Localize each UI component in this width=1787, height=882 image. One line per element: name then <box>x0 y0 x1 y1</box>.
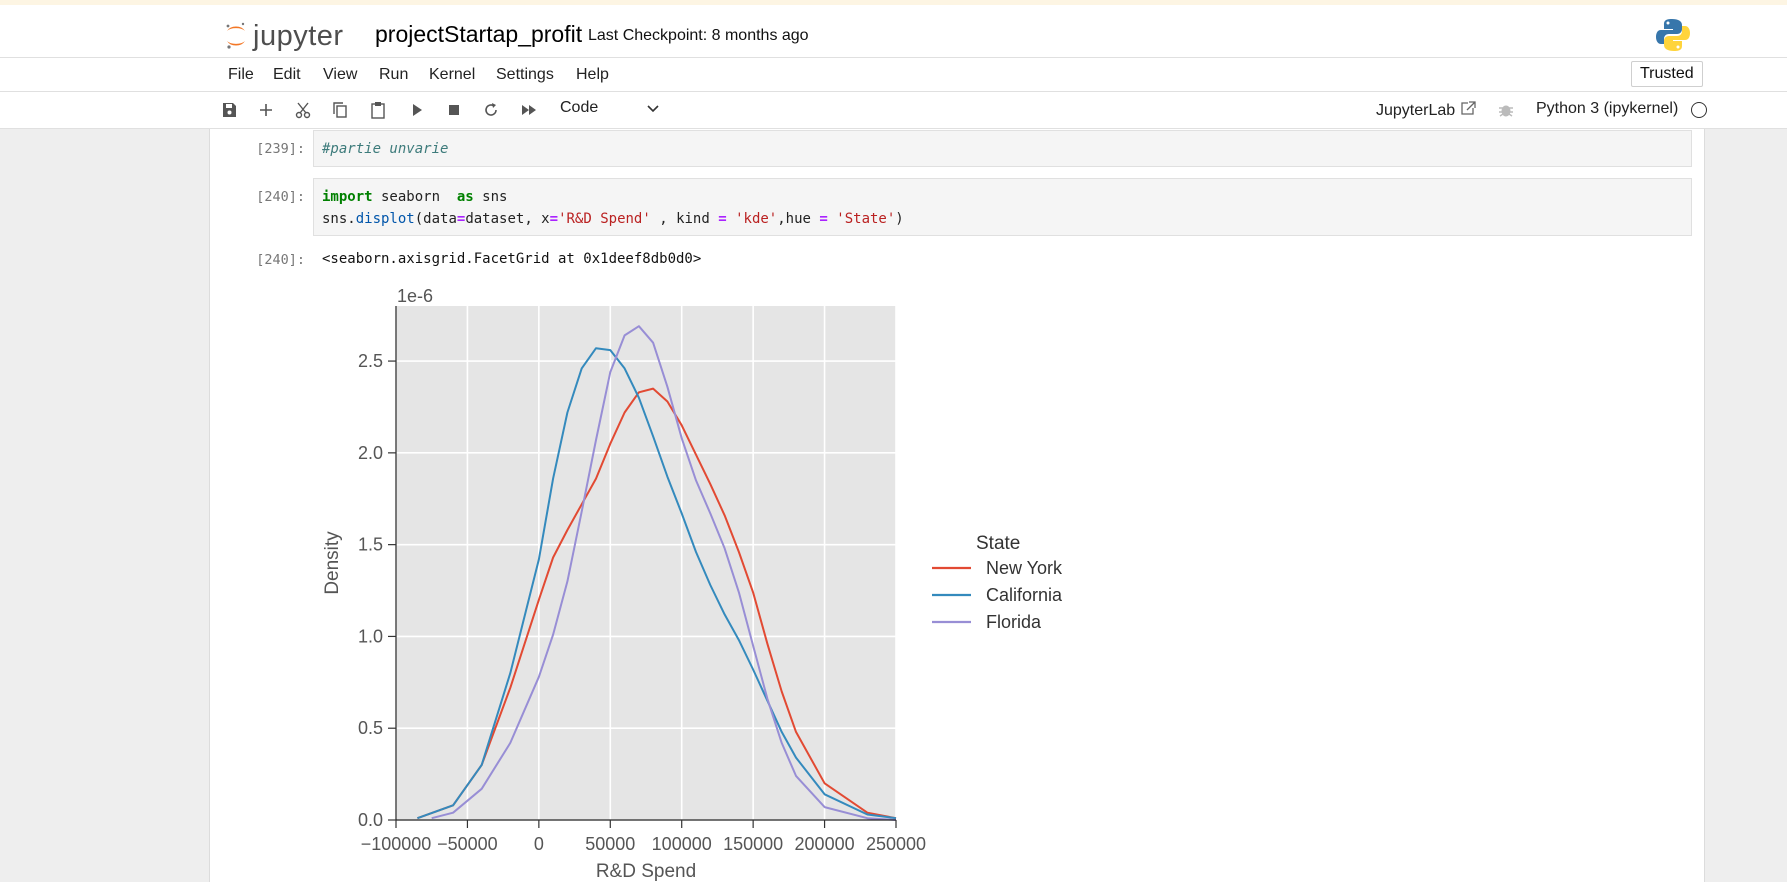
chevron-down-icon[interactable] <box>645 97 661 119</box>
kernel-status-icon <box>1691 102 1707 118</box>
x-tick-label: −100000 <box>361 834 432 854</box>
legend: State New York California Florida <box>932 533 1063 632</box>
save-icon[interactable] <box>218 99 240 121</box>
menu-edit[interactable]: Edit <box>273 66 301 83</box>
menu-help[interactable]: Help <box>576 66 609 83</box>
y-tick-label: 0.0 <box>358 810 383 830</box>
kde-plot: 0.0 0.5 1.0 1.5 2.0 2.5 −100000 −50000 0 50000 100… <box>322 286 1063 882</box>
cell-type-select[interactable]: Code <box>560 99 599 116</box>
logo-text: jupyter <box>253 19 344 52</box>
notebook-title[interactable]: projectStartap_profit <box>375 21 583 47</box>
run-all-icon[interactable] <box>518 99 540 121</box>
menu-kernel[interactable]: Kernel <box>429 66 476 83</box>
series-line-new-york <box>417 387 897 820</box>
jupyterlab-link[interactable]: JupyterLab <box>1376 100 1477 120</box>
debugger-bug-icon[interactable] <box>1497 101 1515 119</box>
plot-background <box>396 306 896 820</box>
jupyterlab-label: JupyterLab <box>1376 102 1456 119</box>
code-line: import seaborn as sns <box>322 189 508 205</box>
legend-entry: New York <box>986 558 1063 578</box>
x-tick-label: 100000 <box>652 834 712 854</box>
y-tick-label: 2.0 <box>358 443 383 463</box>
output-prompt: [240]: <box>256 252 305 268</box>
cell-prompt: [240]: <box>256 189 305 205</box>
y-tick-label: 1.5 <box>358 535 383 555</box>
code-line: sns.displot(data=dataset, x='R&D Spend' … <box>322 211 904 227</box>
python-logo-icon <box>1656 19 1690 51</box>
x-tick-label: 250000 <box>866 834 926 854</box>
x-tick-label: −50000 <box>437 834 498 854</box>
menu-bar: File Edit View Run Kernel Settings Help … <box>0 58 1787 92</box>
stop-icon[interactable] <box>443 99 465 121</box>
y-tick-label: 0.5 <box>358 718 383 738</box>
jupyter-logo[interactable]: jupyter <box>225 16 344 56</box>
x-tick-label: 0 <box>534 834 544 854</box>
add-icon[interactable] <box>255 99 277 121</box>
trusted-indicator[interactable]: Trusted <box>1631 61 1703 87</box>
legend-title: State <box>976 533 1020 554</box>
series-line-florida <box>431 325 897 821</box>
code-cell[interactable]: import seaborn as sns sns.displot(data=d… <box>313 178 1692 236</box>
checkpoint-status: Last Checkpoint: 8 months ago <box>588 27 809 44</box>
x-tick-label: 150000 <box>723 834 783 854</box>
menu-file[interactable]: File <box>228 66 254 83</box>
x-tick-label: 200000 <box>795 834 855 854</box>
external-link-icon <box>1461 101 1476 115</box>
restart-icon[interactable] <box>480 99 502 121</box>
jupyter-logo-icon <box>226 22 245 49</box>
y-axis-label: Density <box>322 531 343 595</box>
cell-prompt: [239]: <box>256 141 305 157</box>
series-line-california <box>417 347 897 820</box>
y-tick-label: 2.5 <box>358 351 383 371</box>
cut-icon[interactable] <box>292 99 314 121</box>
copy-icon[interactable] <box>329 99 351 121</box>
header: jupyter projectStartap_profit Last Check… <box>0 5 1787 58</box>
top-accent-line <box>0 0 1787 5</box>
code-comment: #partie unvarie <box>322 141 449 157</box>
menu-settings[interactable]: Settings <box>496 66 554 83</box>
legend-entry: Florida <box>986 612 1042 632</box>
y-tick-label: 1.0 <box>358 626 383 646</box>
x-axis-label: R&D Spend <box>596 861 696 882</box>
code-cell[interactable]: #partie unvarie <box>313 130 1692 167</box>
toolbar: Code JupyterLab Python 3 (ipykernel) <box>0 92 1787 129</box>
run-icon[interactable] <box>406 99 428 121</box>
x-tick-label: 50000 <box>585 834 635 854</box>
menu-run[interactable]: Run <box>379 66 409 83</box>
menu-view[interactable]: View <box>323 66 358 83</box>
legend-entry: California <box>986 585 1063 605</box>
y-offset-label: 1e-6 <box>397 286 433 306</box>
output-text: <seaborn.axisgrid.FacetGrid at 0x1deef8d… <box>322 251 702 267</box>
kernel-name[interactable]: Python 3 (ipykernel) <box>1536 100 1679 117</box>
paste-icon[interactable] <box>367 99 389 121</box>
